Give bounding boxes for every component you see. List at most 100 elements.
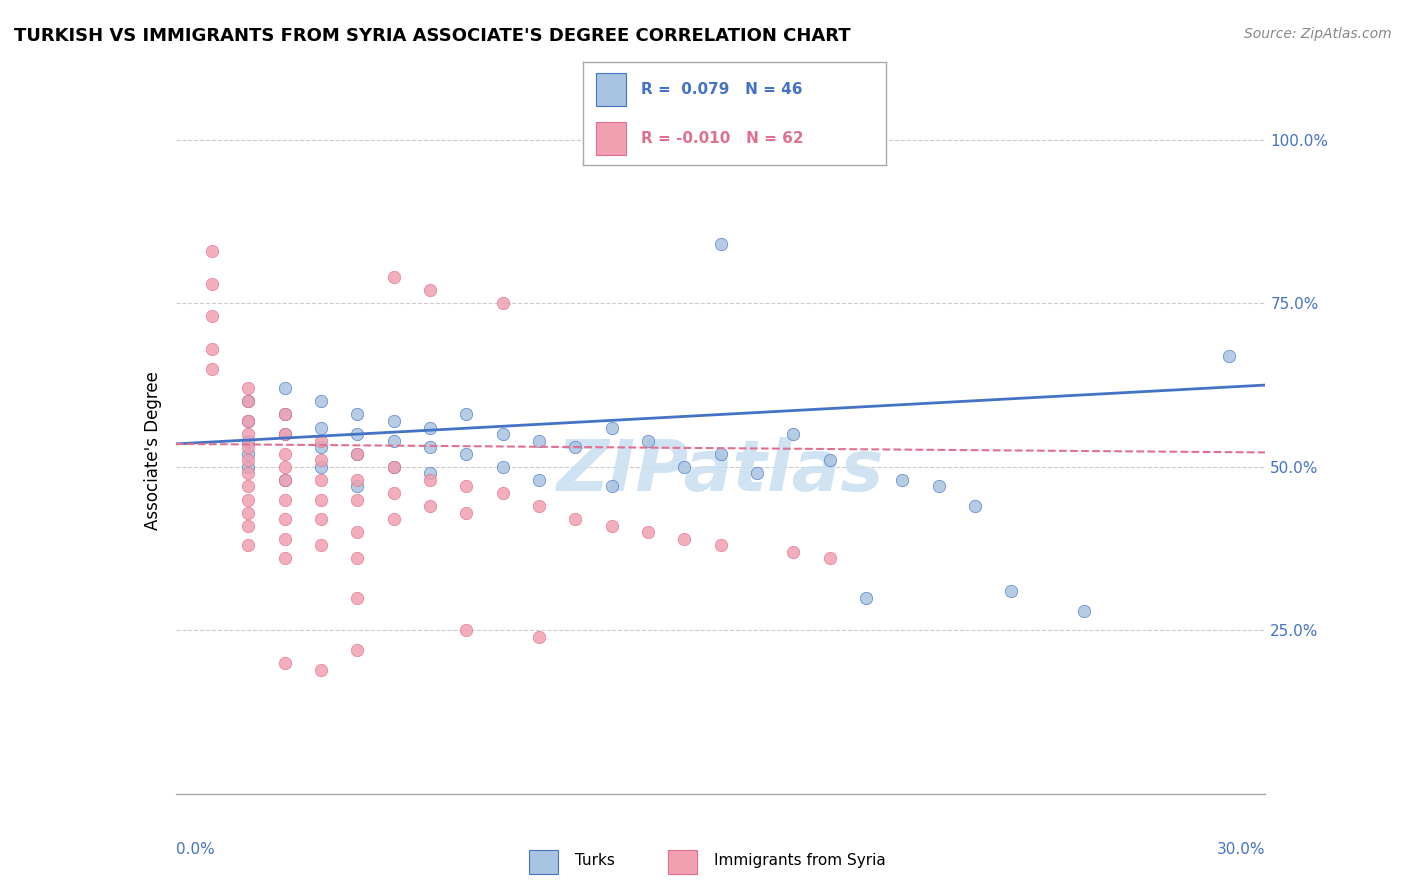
Point	[782, 427, 804, 442]
Point	[564, 512, 586, 526]
Point	[527, 630, 550, 644]
Point	[456, 479, 478, 493]
Point	[527, 473, 550, 487]
Point	[346, 408, 368, 422]
Point	[309, 538, 332, 552]
Point	[238, 467, 260, 481]
Text: Source: ZipAtlas.com: Source: ZipAtlas.com	[1244, 27, 1392, 41]
Bar	[596, 73, 626, 105]
Point	[382, 512, 405, 526]
Point	[309, 473, 332, 487]
Point	[201, 342, 224, 356]
Point	[382, 270, 405, 285]
Point	[419, 473, 441, 487]
Point	[492, 459, 515, 474]
Point	[238, 506, 260, 520]
Point	[238, 459, 260, 474]
Point	[309, 434, 332, 448]
Point	[928, 479, 950, 493]
Point	[1000, 584, 1022, 599]
Point	[600, 420, 623, 434]
Bar	[529, 849, 558, 874]
Point	[673, 532, 696, 546]
Point	[346, 591, 368, 605]
Point	[274, 427, 297, 442]
Point	[818, 453, 841, 467]
Point	[382, 486, 405, 500]
Point	[238, 394, 260, 409]
Point	[1218, 349, 1240, 363]
Text: TURKISH VS IMMIGRANTS FROM SYRIA ASSOCIATE'S DEGREE CORRELATION CHART: TURKISH VS IMMIGRANTS FROM SYRIA ASSOCIA…	[14, 27, 851, 45]
Point	[600, 518, 623, 533]
Point	[274, 512, 297, 526]
Point	[274, 473, 297, 487]
Point	[782, 545, 804, 559]
Point	[274, 408, 297, 422]
Point	[818, 551, 841, 566]
Point	[456, 624, 478, 638]
Text: Immigrants from Syria: Immigrants from Syria	[714, 854, 886, 868]
Text: R =  0.079   N = 46: R = 0.079 N = 46	[641, 81, 803, 96]
Point	[238, 440, 260, 454]
Point	[419, 283, 441, 297]
Point	[346, 525, 368, 540]
Point	[274, 532, 297, 546]
Point	[600, 479, 623, 493]
Point	[274, 459, 297, 474]
Point	[419, 467, 441, 481]
Point	[710, 237, 733, 252]
Point	[456, 408, 478, 422]
Point	[238, 394, 260, 409]
Point	[527, 499, 550, 513]
Point	[238, 453, 260, 467]
Point	[201, 277, 224, 291]
Point	[346, 551, 368, 566]
Point	[274, 473, 297, 487]
Point	[238, 447, 260, 461]
Text: Turks: Turks	[575, 854, 614, 868]
Point	[891, 473, 914, 487]
Point	[238, 427, 260, 442]
Point	[419, 420, 441, 434]
Point	[346, 479, 368, 493]
Point	[238, 518, 260, 533]
Point	[346, 643, 368, 657]
Point	[346, 492, 368, 507]
Point	[309, 663, 332, 677]
Point	[309, 459, 332, 474]
Point	[456, 506, 478, 520]
Point	[346, 447, 368, 461]
Point	[346, 473, 368, 487]
Point	[419, 440, 441, 454]
Point	[963, 499, 986, 513]
Point	[238, 492, 260, 507]
Point	[492, 296, 515, 310]
Point	[309, 492, 332, 507]
Point	[201, 244, 224, 258]
Point	[637, 434, 659, 448]
Point	[238, 434, 260, 448]
Point	[274, 408, 297, 422]
Point	[382, 459, 405, 474]
Point	[274, 427, 297, 442]
Point	[382, 459, 405, 474]
Bar	[668, 849, 697, 874]
Point	[309, 453, 332, 467]
Point	[238, 538, 260, 552]
Point	[309, 512, 332, 526]
Point	[1073, 604, 1095, 618]
Point	[855, 591, 877, 605]
Point	[637, 525, 659, 540]
Point	[238, 414, 260, 428]
Point	[309, 420, 332, 434]
Y-axis label: Associate's Degree: Associate's Degree	[143, 371, 162, 530]
Text: R = -0.010   N = 62: R = -0.010 N = 62	[641, 131, 804, 146]
Point	[238, 479, 260, 493]
Text: 30.0%: 30.0%	[1218, 842, 1265, 857]
Point	[346, 427, 368, 442]
Point	[201, 310, 224, 324]
Point	[274, 381, 297, 395]
Point	[492, 486, 515, 500]
Point	[710, 447, 733, 461]
Point	[238, 381, 260, 395]
